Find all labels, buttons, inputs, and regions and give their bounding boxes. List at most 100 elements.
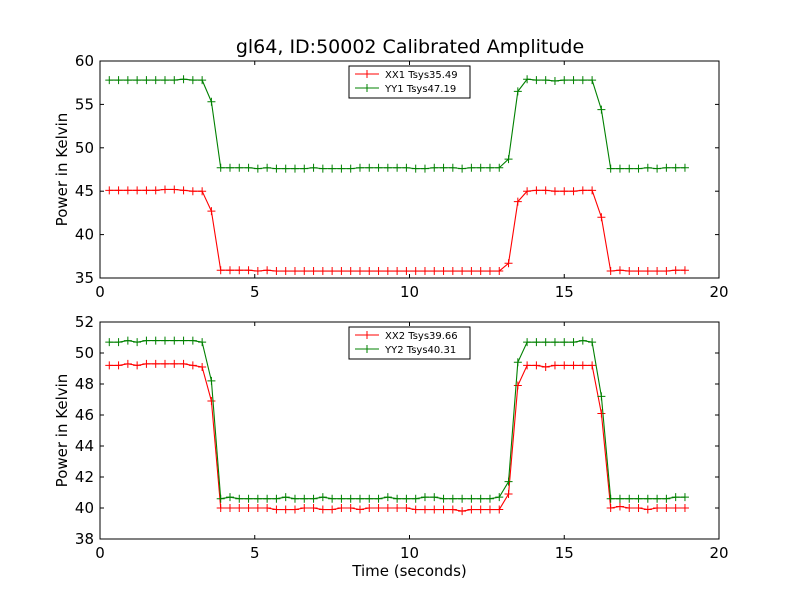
bottom-series-1-point xyxy=(365,504,374,512)
bottom-series-2-point xyxy=(625,494,634,503)
bottom-series-1-point xyxy=(569,361,578,370)
top-series-1-point xyxy=(198,187,207,196)
top-series-1-point xyxy=(485,267,494,276)
top-series-2-point xyxy=(105,76,114,85)
top-legend-marker-2 xyxy=(363,84,371,92)
top-series-2-point xyxy=(495,163,504,172)
bottom-series-2-point xyxy=(355,494,364,503)
bottom-series-1-point xyxy=(430,505,439,514)
top-series-2-point xyxy=(485,163,494,172)
bottom-series-2-point xyxy=(569,338,578,347)
bottom-series-1-point xyxy=(346,504,355,512)
top-series-1-point xyxy=(634,267,643,276)
top-series-2-point xyxy=(504,155,513,164)
bottom-series-1-point xyxy=(198,362,207,371)
top-series-1-point xyxy=(606,267,615,276)
top-series-1-point xyxy=(532,186,541,195)
top-series-1-point xyxy=(300,267,309,276)
top-series-1-point xyxy=(235,266,244,275)
bottom-series-2-point xyxy=(309,494,318,503)
bottom-series-1-point xyxy=(374,504,383,512)
bottom-series-1-point xyxy=(467,505,476,514)
bottom-legend-marker-2 xyxy=(363,345,371,353)
top-x-tick-label: 0 xyxy=(95,283,105,301)
bottom-y-tick-label: 38 xyxy=(75,530,94,548)
bottom-series-1-point xyxy=(550,361,559,370)
bottom-series-2-point xyxy=(467,494,476,503)
bottom-y-tick-label: 44 xyxy=(75,437,94,455)
top-series-2-point xyxy=(290,164,299,173)
bottom-series-1-point xyxy=(662,504,671,512)
bottom-y-axis-label: Power in Kelvin xyxy=(53,374,71,488)
top-series-2-point xyxy=(560,76,569,85)
bottom-series-1-point xyxy=(281,505,290,514)
bottom-series-2-point xyxy=(485,494,494,503)
top-series-2-point xyxy=(532,76,541,85)
bottom-series-2-point xyxy=(170,336,179,345)
top-series-2-point xyxy=(151,76,160,85)
bottom-series-1-point xyxy=(615,502,624,511)
bottom-series-1-point xyxy=(495,505,504,514)
bottom-series-2-point xyxy=(476,494,485,503)
top-series-1-point xyxy=(253,267,262,276)
top-series-2-point xyxy=(281,164,290,173)
bottom-series-1-point xyxy=(309,504,318,512)
bottom-series-1-point xyxy=(235,504,244,512)
bottom-series-2-point xyxy=(198,338,207,347)
bottom-series-1-point xyxy=(105,361,114,370)
bottom-series-2-point xyxy=(411,494,420,503)
bottom-series-2-point xyxy=(281,493,290,502)
top-series-2-point xyxy=(179,75,188,84)
top-y-tick-label: 50 xyxy=(75,139,94,157)
bottom-series-2-point xyxy=(123,336,132,345)
bottom-series-1-point xyxy=(606,504,615,512)
top-y-tick-label: 40 xyxy=(75,226,94,244)
bottom-series-2-point xyxy=(458,494,467,503)
top-series-2-point xyxy=(634,164,643,173)
bottom-series-2-point xyxy=(606,494,615,503)
top-series-1-point xyxy=(402,267,411,276)
top-series-2-point xyxy=(569,76,578,85)
top-series-2-point xyxy=(123,76,132,85)
top-series-2-point xyxy=(133,76,142,85)
bottom-x-tick-label: 20 xyxy=(709,544,728,562)
bottom-series-2-point xyxy=(318,493,327,502)
bottom-series-2-point xyxy=(151,336,160,345)
top-series-1-point xyxy=(504,259,513,268)
bottom-series-1-point xyxy=(272,505,281,514)
bottom-series-2-point xyxy=(235,494,244,503)
top-series-2-point xyxy=(476,163,485,172)
figure-title: gl64, ID:50002 Calibrated Amplitude xyxy=(236,36,584,58)
top-series-2-point xyxy=(588,76,597,85)
bottom-series-1-point xyxy=(263,504,272,512)
top-series-1-point xyxy=(374,267,383,276)
top-y-axis-label: Power in Kelvin xyxy=(53,113,71,227)
bottom-series-2-point xyxy=(588,338,597,347)
top-series-1-point xyxy=(578,186,587,195)
bottom-series-2-point xyxy=(346,494,355,503)
bottom-series-1-point xyxy=(643,505,652,514)
top-series-1-point xyxy=(411,267,420,276)
bottom-y-tick-label: 40 xyxy=(75,499,94,517)
top-y-tick-label: 60 xyxy=(75,52,94,70)
bottom-series-2-point xyxy=(439,494,448,503)
top-series-1-point xyxy=(290,267,299,276)
bottom-series-2-point xyxy=(643,494,652,503)
top-series-2-point xyxy=(263,163,272,172)
bottom-series-2-point xyxy=(662,494,671,503)
top-series-1-point xyxy=(309,267,318,276)
top-series-2-point xyxy=(439,163,448,172)
top-x-tick-label: 15 xyxy=(555,283,574,301)
bottom-panel: 0 5 10 15 20 38 40 42 44 46 48 50 52 Power in Kelvin T… xyxy=(53,313,729,580)
bottom-series-2-point xyxy=(393,494,402,503)
top-series-1-point xyxy=(550,187,559,196)
top-series-1-point xyxy=(142,186,151,195)
top-series-1-point xyxy=(225,266,234,275)
top-series-2-point xyxy=(244,163,253,172)
top-series-2-point xyxy=(337,164,346,173)
bottom-series-1-point xyxy=(671,504,680,512)
bottom-series-1-point xyxy=(448,505,457,514)
bottom-series-2-point xyxy=(402,494,411,503)
top-series-2-point xyxy=(318,164,327,173)
top-series-1-point xyxy=(597,213,606,222)
